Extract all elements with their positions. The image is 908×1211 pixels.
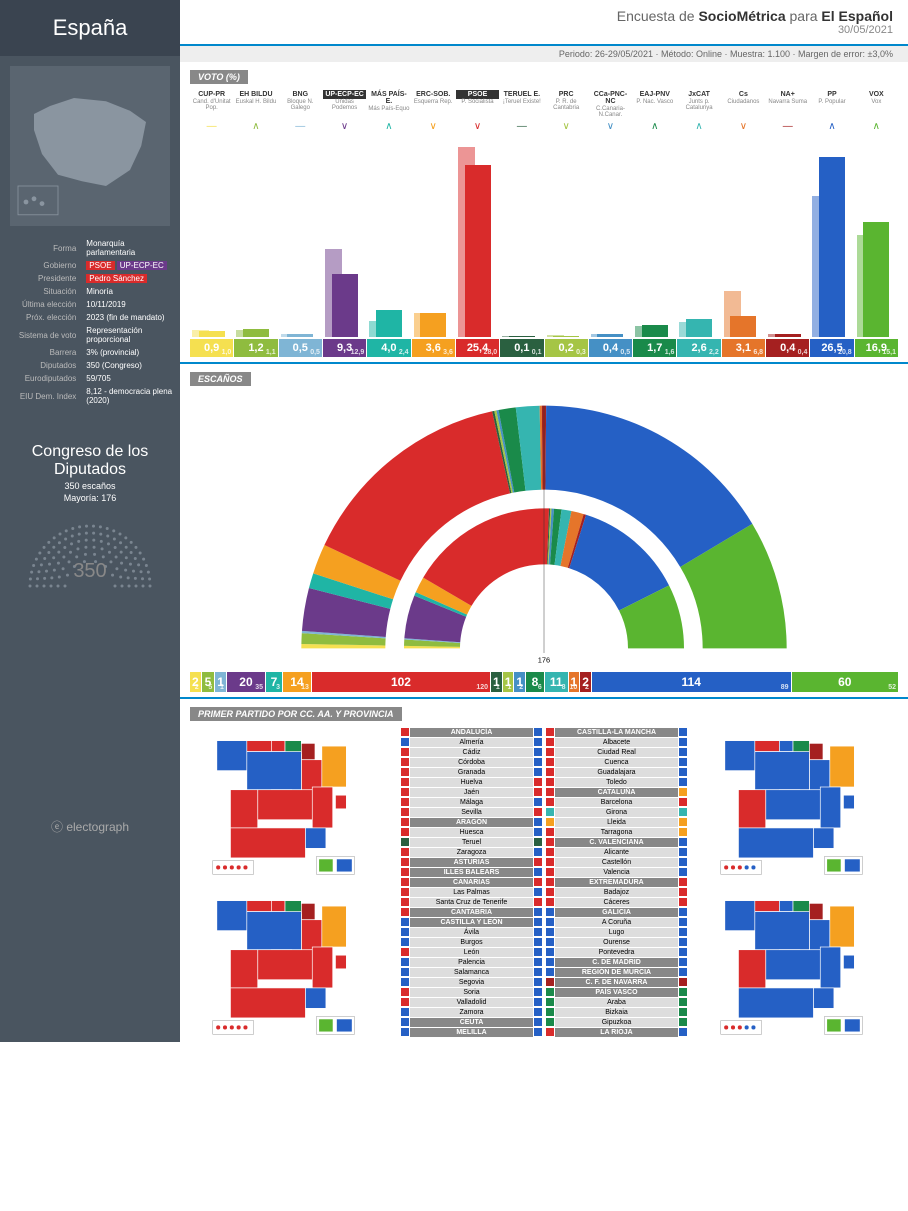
poll-date: 30/05/2021: [195, 24, 893, 36]
provinces-section: PRIMER PARTIDO POR CC. AA. Y PROVINCIA A…: [180, 697, 908, 1042]
provinces-content: ANDALUCÍAAlmeríaCádizCórdobaGranadaHuelv…: [190, 727, 898, 1037]
info-table: FormaMonarquía parlamentariaGobiernoPSOE…: [0, 236, 180, 408]
vote-labels: 0,91,01,21,10,50,59,312,94,02,43,63,625,…: [190, 339, 898, 357]
hemicycle-icon: 350: [20, 518, 160, 588]
main-content: Encuesta de SocioMétrica para El Español…: [180, 0, 908, 1042]
country-title: España: [0, 0, 180, 56]
sidebar: España FormaMonarquía parlamentariaGobie…: [0, 0, 180, 1042]
header: Encuesta de SocioMétrica para El Español…: [180, 0, 908, 46]
vote-bars: [190, 137, 898, 337]
congress-title: Congreso de los Diputados: [5, 443, 175, 479]
hemicycle-number: 350: [73, 560, 106, 583]
logo: ⓔ electograph: [0, 798, 180, 855]
country-map: [10, 66, 170, 226]
seats-label: ESCAÑOS: [190, 372, 251, 386]
province-map-1: [190, 727, 380, 877]
trend-arrows: —∧—∨∧∨∨—∨∨∧∧∨—∧∧: [190, 121, 898, 132]
seat-labels: 2255112035731413102120111112861181102211…: [190, 672, 898, 692]
province-table: ANDALUCÍAAlmeríaCádizCórdobaGranadaHuelv…: [400, 727, 688, 1037]
poll-meta: Periodo: 26-29/05/2021 · Método: Online …: [180, 46, 908, 62]
province-map-4: [698, 887, 888, 1037]
province-map-2: [190, 887, 380, 1037]
province-maps-left: [190, 727, 390, 1037]
svg-text:176: 176: [538, 655, 550, 664]
congress-section: Congreso de los Diputados 350 escaños Ma…: [0, 428, 180, 618]
main-container: España FormaMonarquía parlamentariaGobie…: [0, 0, 908, 1042]
poll-title: Encuesta de SocioMétrica para El Español: [195, 8, 893, 24]
provinces-label: PRIMER PARTIDO POR CC. AA. Y PROVINCIA: [190, 707, 402, 721]
seats-section: ESCAÑOS 176 2255112035731413102120111112…: [180, 362, 908, 697]
province-maps-right: [698, 727, 898, 1037]
vote-label: VOTO (%): [190, 70, 248, 84]
congress-seats: 350 escaños: [5, 481, 175, 491]
party-headers: CUP-PRCand. d'Unitat Pop.EH BILDUEuskal …: [190, 90, 898, 118]
congress-majority: Mayoría: 176: [5, 493, 175, 503]
vote-section: VOTO (%) CUP-PRCand. d'Unitat Pop.EH BIL…: [180, 62, 908, 362]
province-map-3: [698, 727, 888, 877]
seats-arc: 176: [190, 387, 898, 667]
